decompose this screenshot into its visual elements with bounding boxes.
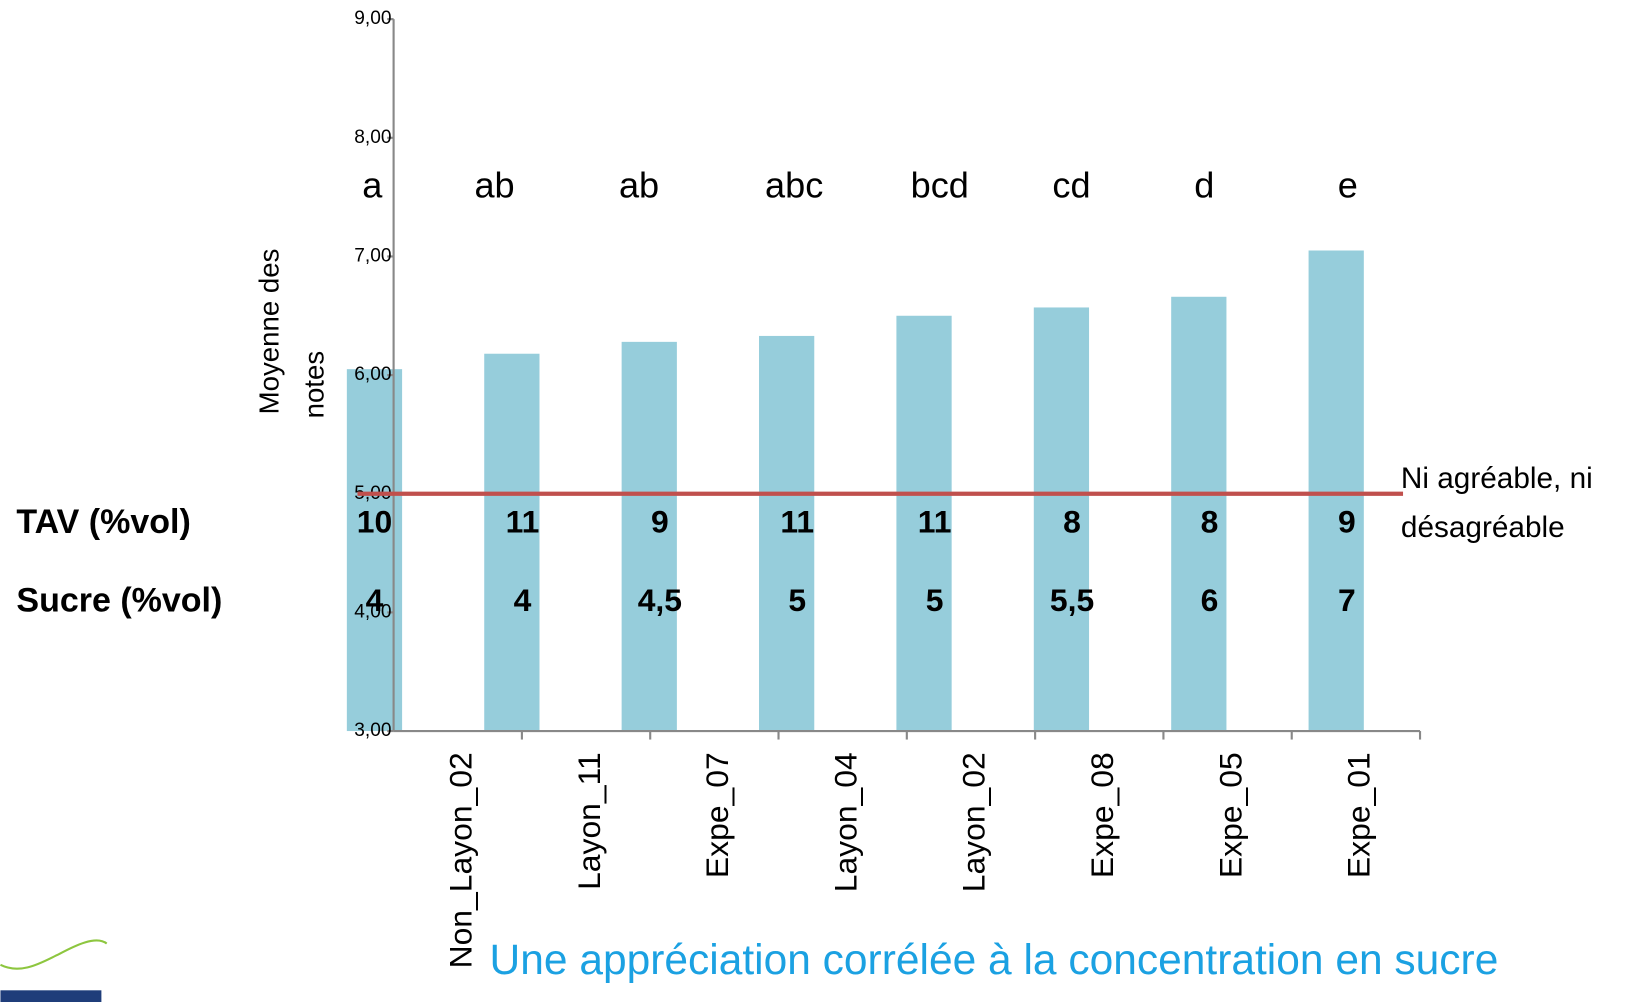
y-axis-title: notes xyxy=(298,351,329,419)
x-tick-label: Expe_01 xyxy=(1341,752,1377,878)
bar xyxy=(1309,251,1364,732)
bar xyxy=(484,354,539,731)
x-tick-label: Non_Layon_02 xyxy=(442,752,478,968)
x-tick-label: Expe_07 xyxy=(699,752,735,878)
group-letter: abc xyxy=(765,165,823,206)
y-tick-label: 6,00 xyxy=(354,364,391,385)
group-letter: a xyxy=(362,165,383,206)
row-value: 6 xyxy=(1201,582,1219,618)
row-value: 5,5 xyxy=(1050,582,1094,618)
row-value: 7 xyxy=(1338,582,1356,618)
row-value: 8 xyxy=(1063,503,1081,539)
y-tick-label: 8,00 xyxy=(354,127,391,148)
x-tick-label: Expe_08 xyxy=(1084,752,1120,878)
row-value: 11 xyxy=(918,503,952,539)
group-letter: e xyxy=(1338,165,1358,206)
chart: 3,004,005,006,007,008,009,00Non_Layon_02… xyxy=(0,0,1650,1002)
row-label: Sucre (%vol) xyxy=(16,581,222,619)
y-tick-label: 9,00 xyxy=(354,8,391,29)
x-tick-label: Layon_04 xyxy=(827,752,863,892)
group-letter: bcd xyxy=(911,165,969,206)
row-value: 5 xyxy=(926,582,944,618)
row-value: 9 xyxy=(1338,503,1356,539)
row-value: 8 xyxy=(1201,503,1219,539)
y-axis-title: Moyenne des xyxy=(254,249,285,415)
row-value: 4 xyxy=(366,582,384,618)
x-tick-label: Layon_02 xyxy=(956,752,992,892)
row-value: 11 xyxy=(506,503,540,539)
row-value: 9 xyxy=(651,503,669,539)
x-tick-label: Expe_05 xyxy=(1212,752,1248,878)
group-letter: cd xyxy=(1052,165,1090,206)
row-value: 11 xyxy=(780,503,814,539)
group-letter: d xyxy=(1194,165,1214,206)
row-value: 4,5 xyxy=(638,582,682,618)
reference-label: désagréable xyxy=(1401,511,1565,544)
y-tick-label: 7,00 xyxy=(354,245,391,266)
row-value: 10 xyxy=(357,503,392,539)
logo xyxy=(0,940,106,1002)
row-label: TAV (%vol) xyxy=(16,503,190,541)
y-tick-label: 3,00 xyxy=(354,720,391,741)
row-value: 4 xyxy=(514,582,532,618)
group-letter: ab xyxy=(619,165,659,206)
group-letter: ab xyxy=(474,165,514,206)
caption: Une appréciation corrélée à la concentra… xyxy=(490,937,1499,984)
x-tick-label: Layon_11 xyxy=(571,752,607,890)
reference-label: Ni agréable, ni xyxy=(1401,462,1593,495)
row-value: 5 xyxy=(788,582,806,618)
